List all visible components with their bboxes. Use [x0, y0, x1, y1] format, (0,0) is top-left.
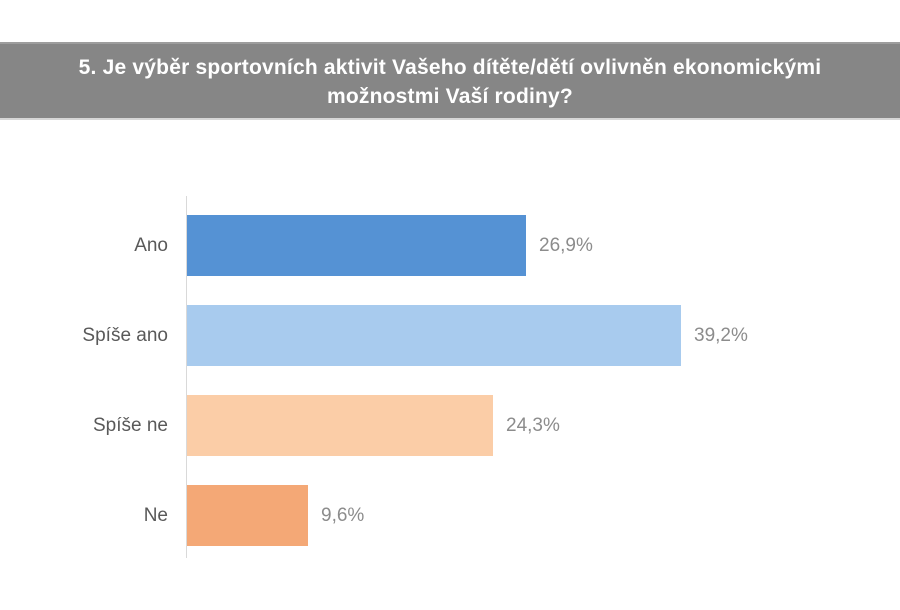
question-title-bar: 5. Je výběr sportovních aktivit Vašeho d…	[0, 42, 900, 120]
value-label-sp-e-ano: 39,2%	[694, 324, 748, 346]
bar-row-ano: Ano 26,9%	[0, 215, 900, 276]
bar-row-sp-e-ne: Spíše ne 24,3%	[0, 395, 900, 456]
value-label-ano: 26,9%	[539, 234, 593, 256]
question-title-line-1: 5. Je výběr sportovních aktivit Vašeho d…	[78, 56, 822, 79]
question-title-line-2: možnostmi Vaší rodiny?	[327, 85, 573, 108]
bar-ne	[187, 485, 308, 546]
category-label-ano: Ano	[134, 234, 168, 256]
bar-sp-e-ano	[187, 305, 681, 366]
bar-row-ne: Ne 9,6%	[0, 485, 900, 546]
y-axis-line	[186, 196, 187, 558]
bar-row-sp-e-ano: Spíše ano 39,2%	[0, 305, 900, 366]
value-label-sp-e-ne: 24,3%	[506, 414, 560, 436]
value-label-ne: 9,6%	[321, 504, 365, 526]
bar-chart: Ano 26,9% Spíše ano 39,2% Spíše ne 24,3% Ne 9,6…	[0, 196, 900, 581]
category-label-sp-e-ano: Spíše ano	[82, 324, 168, 346]
category-label-sp-e-ne: Spíše ne	[93, 414, 168, 436]
bar-ano	[187, 215, 526, 276]
category-label-ne: Ne	[143, 504, 168, 526]
bar-sp-e-ne	[187, 395, 493, 456]
